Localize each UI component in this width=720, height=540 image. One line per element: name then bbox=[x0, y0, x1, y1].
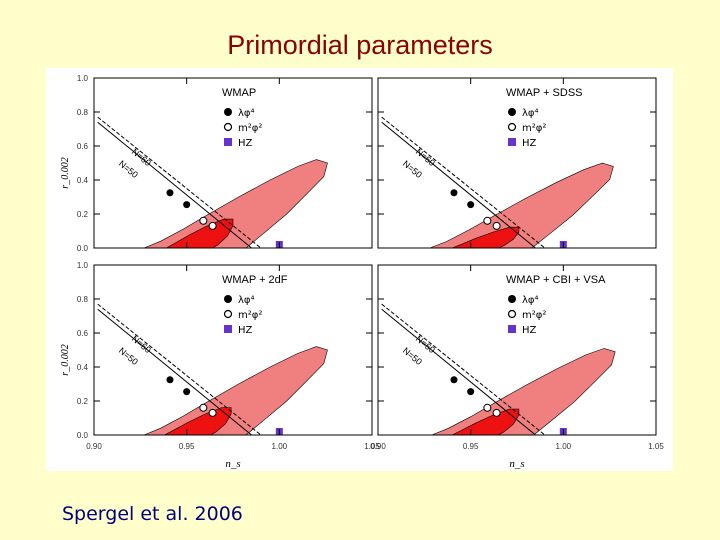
x-axis-label: n_s bbox=[225, 458, 240, 470]
legend-label: HZ bbox=[522, 325, 537, 336]
ytick-label: 1.0 bbox=[77, 261, 89, 270]
panel-frame bbox=[93, 77, 373, 249]
legend-symbol-open-circle bbox=[223, 122, 233, 132]
legend-label: λφ⁴ bbox=[238, 108, 255, 119]
figure-panel: N=60 N=50 0.0 0.2 0.4 0.6 0.8 1.0 r_0.002 WMAP λφ⁴… bbox=[46, 68, 673, 471]
panel-1: N=60N=500.00.20.40.60.81.0r_0.002WMAPλφ⁴… bbox=[60, 74, 373, 253]
line-n50 bbox=[97, 116, 262, 248]
line-label-n50: N=50 bbox=[117, 159, 140, 181]
legend-label: m²φ² bbox=[238, 123, 262, 134]
panel-3: N=60N=500.00.20.40.60.81.00.90 0.95 1.00 1.… bbox=[60, 261, 380, 470]
point-m2-phi2 bbox=[483, 403, 492, 412]
legend-symbol-filled-circle bbox=[508, 295, 516, 303]
panel-plot-area bbox=[381, 116, 614, 248]
inner-contour-68 bbox=[451, 408, 520, 435]
point-m2-phi2 bbox=[492, 221, 501, 230]
legend-symbol-square bbox=[508, 325, 516, 333]
point-m2-phi2 bbox=[199, 216, 208, 225]
point-lambda-phi4 bbox=[450, 189, 458, 197]
point-m2-phi2 bbox=[199, 403, 208, 412]
legend-symbol-open-circle bbox=[507, 122, 517, 132]
panel-title: WMAP + 2dF bbox=[222, 274, 288, 286]
ytick-label: 0.0 bbox=[77, 244, 89, 253]
xtick-label: 0.95 bbox=[463, 442, 479, 451]
point-lambda-phi4 bbox=[183, 388, 191, 396]
outer-contour-95 bbox=[143, 346, 328, 435]
panel-title: WMAP + SDSS bbox=[506, 87, 583, 99]
point-lambda-phi4 bbox=[166, 376, 174, 384]
legend-symbol-square bbox=[508, 138, 516, 146]
line-n50 bbox=[97, 303, 262, 435]
legend-label: m²φ² bbox=[238, 310, 262, 321]
ytick-label: 0.2 bbox=[77, 210, 89, 219]
xtick-label: 0.95 bbox=[179, 442, 195, 451]
xtick-label: 1.00 bbox=[556, 442, 572, 451]
line-n60 bbox=[97, 121, 252, 248]
legend-label: HZ bbox=[522, 138, 537, 149]
xtick-label: 1.05 bbox=[364, 442, 380, 451]
xtick-label: 1.05 bbox=[648, 442, 664, 451]
panel-title: WMAP bbox=[222, 87, 256, 99]
ytick-label: 0.4 bbox=[77, 363, 89, 372]
line-n50 bbox=[381, 116, 546, 248]
legend-symbol-filled-circle bbox=[224, 295, 232, 303]
ytick-label: 1.0 bbox=[77, 74, 89, 83]
outer-contour-95 bbox=[143, 159, 328, 248]
legend-label: λφ⁴ bbox=[522, 108, 539, 119]
point-m2-phi2 bbox=[492, 408, 501, 417]
line-label-n50: N=50 bbox=[401, 159, 424, 181]
ytick-label: 0.8 bbox=[77, 295, 89, 304]
panel-plot-area bbox=[381, 303, 616, 435]
legend-symbol-filled-circle bbox=[224, 108, 232, 116]
slide-title: Primordial parameters bbox=[227, 30, 493, 60]
outer-contour-95 bbox=[431, 348, 616, 435]
point-m2-phi2 bbox=[208, 408, 217, 417]
panel-frame bbox=[377, 264, 657, 436]
panel-frame bbox=[93, 264, 373, 436]
ytick-label: 0.4 bbox=[77, 176, 89, 185]
point-lambda-phi4 bbox=[450, 376, 458, 384]
point-m2-phi2 bbox=[208, 221, 217, 230]
xtick-label: 0.90 bbox=[370, 442, 386, 451]
legend-symbol-filled-circle bbox=[508, 108, 516, 116]
panel-title: WMAP + CBI + VSA bbox=[506, 274, 606, 286]
line-n60 bbox=[381, 121, 536, 248]
line-label-n50: N=50 bbox=[401, 346, 424, 368]
legend-label: m²φ² bbox=[522, 310, 546, 321]
legend-symbol-open-circle bbox=[507, 309, 517, 319]
xtick-label: 1.00 bbox=[272, 442, 288, 451]
four-panel-chart: N=60N=500.00.20.40.60.81.0r_0.002WMAPλφ⁴… bbox=[60, 74, 664, 470]
outer-contour-95 bbox=[429, 162, 614, 248]
legend-label: λφ⁴ bbox=[238, 295, 255, 306]
legend-label: m²φ² bbox=[522, 123, 546, 134]
legend-label: HZ bbox=[238, 138, 253, 149]
legend-symbol-square bbox=[224, 325, 232, 333]
point-lambda-phi4 bbox=[467, 388, 475, 396]
ytick-label: 0.6 bbox=[77, 329, 89, 338]
ytick-label: 0.2 bbox=[77, 397, 89, 406]
citation-credit: Spergel et al. 2006 bbox=[62, 503, 243, 525]
legend-symbol-open-circle bbox=[223, 309, 233, 319]
panel-frame bbox=[377, 77, 657, 249]
ytick-label: 0.0 bbox=[77, 431, 89, 440]
ytick-label: 0.6 bbox=[77, 142, 89, 151]
line-n60 bbox=[97, 308, 252, 435]
point-lambda-phi4 bbox=[467, 201, 475, 209]
y-axis-label: r_0.002 bbox=[60, 344, 71, 375]
point-lambda-phi4 bbox=[183, 201, 191, 209]
legend-symbol-square bbox=[224, 138, 232, 146]
line-label-n50: N=50 bbox=[117, 346, 140, 368]
point-m2-phi2 bbox=[483, 216, 492, 225]
legend-label: λφ⁴ bbox=[522, 295, 539, 306]
xtick-label: 0.90 bbox=[86, 442, 102, 451]
legend-label: HZ bbox=[238, 325, 253, 336]
line-n50 bbox=[381, 303, 546, 435]
ytick-label: 0.8 bbox=[77, 108, 89, 117]
point-lambda-phi4 bbox=[166, 189, 174, 197]
x-axis-label: n_s bbox=[509, 458, 524, 470]
line-n60 bbox=[381, 308, 536, 435]
y-axis-label: r_0.002 bbox=[60, 157, 71, 188]
